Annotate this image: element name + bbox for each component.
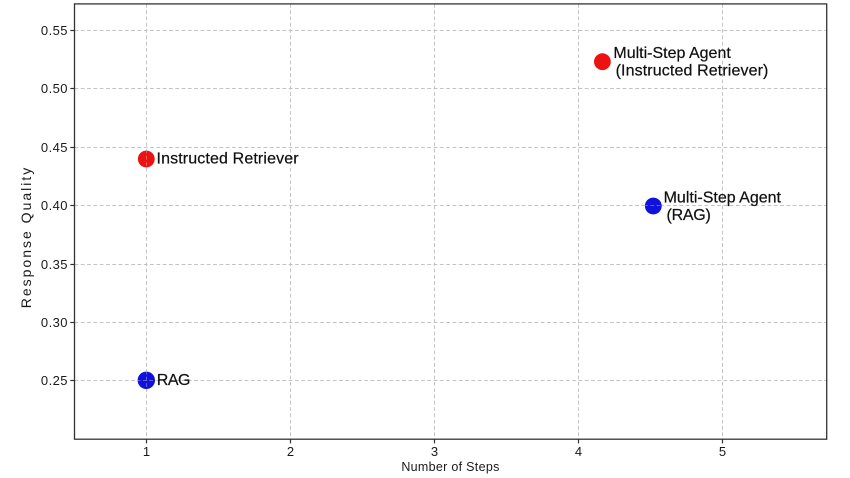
svg-text:0.35: 0.35 [41, 257, 68, 272]
svg-text:0.25: 0.25 [41, 373, 68, 388]
svg-text:3: 3 [431, 444, 438, 459]
svg-text:(Instructed Retriever): (Instructed Retriever) [616, 63, 769, 80]
svg-text:(RAG): (RAG) [667, 207, 711, 224]
svg-text:Response Quality: Response Quality [18, 166, 34, 309]
svg-text:Number of Steps: Number of Steps [401, 460, 499, 474]
svg-text:2: 2 [287, 444, 294, 459]
svg-text:0.40: 0.40 [41, 198, 68, 213]
svg-text:Multi-Step Agent: Multi-Step Agent [664, 190, 782, 207]
svg-text:0.50: 0.50 [41, 81, 68, 96]
svg-text:Multi-Step Agent: Multi-Step Agent [613, 45, 731, 62]
svg-text:0.30: 0.30 [41, 315, 68, 330]
svg-text:RAG: RAG [157, 372, 190, 389]
svg-text:5: 5 [719, 444, 726, 459]
svg-text:1: 1 [143, 444, 150, 459]
svg-text:0.55: 0.55 [41, 23, 68, 38]
svg-text:0.45: 0.45 [41, 140, 68, 155]
svg-text:4: 4 [575, 444, 582, 459]
svg-text:Instructed Retriever: Instructed Retriever [157, 151, 300, 168]
